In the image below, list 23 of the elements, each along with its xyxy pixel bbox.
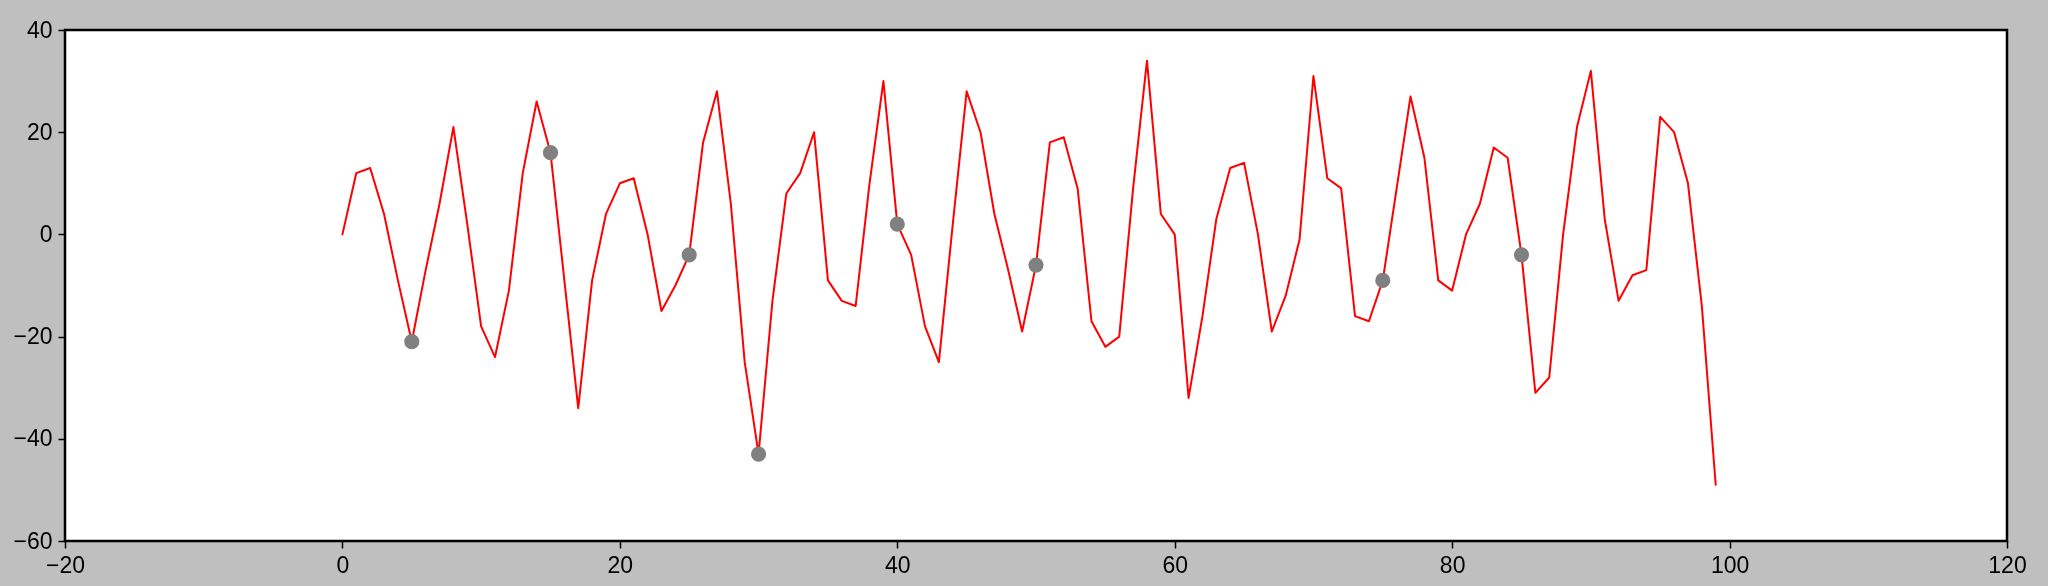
x-tick-label: 0 — [336, 551, 350, 578]
point — [404, 334, 420, 350]
y-tick-label: −60 — [13, 527, 53, 554]
y-tick-label: 40 — [26, 16, 53, 43]
point — [750, 446, 767, 462]
x-tick-label: 100 — [1710, 551, 1750, 578]
y-tick-label: −20 — [13, 323, 53, 350]
point — [542, 145, 559, 161]
x-tick-label: −20 — [45, 551, 86, 578]
y-tick-label: −40 — [13, 425, 53, 452]
x-tick-label: 60 — [1162, 551, 1189, 578]
x-tick-label: 120 — [1988, 551, 2027, 578]
point — [1375, 272, 1391, 288]
point — [1028, 257, 1044, 273]
x-tick-label: 80 — [1439, 551, 1466, 578]
point — [681, 247, 697, 263]
x-tick-label: 40 — [884, 551, 911, 578]
line-series — [341, 59, 1717, 486]
point — [1513, 247, 1530, 263]
x-tick-label: 20 — [607, 551, 634, 578]
point — [889, 216, 905, 232]
y-tick-label: 20 — [26, 118, 53, 145]
y-tick-label: 0 — [39, 220, 53, 247]
